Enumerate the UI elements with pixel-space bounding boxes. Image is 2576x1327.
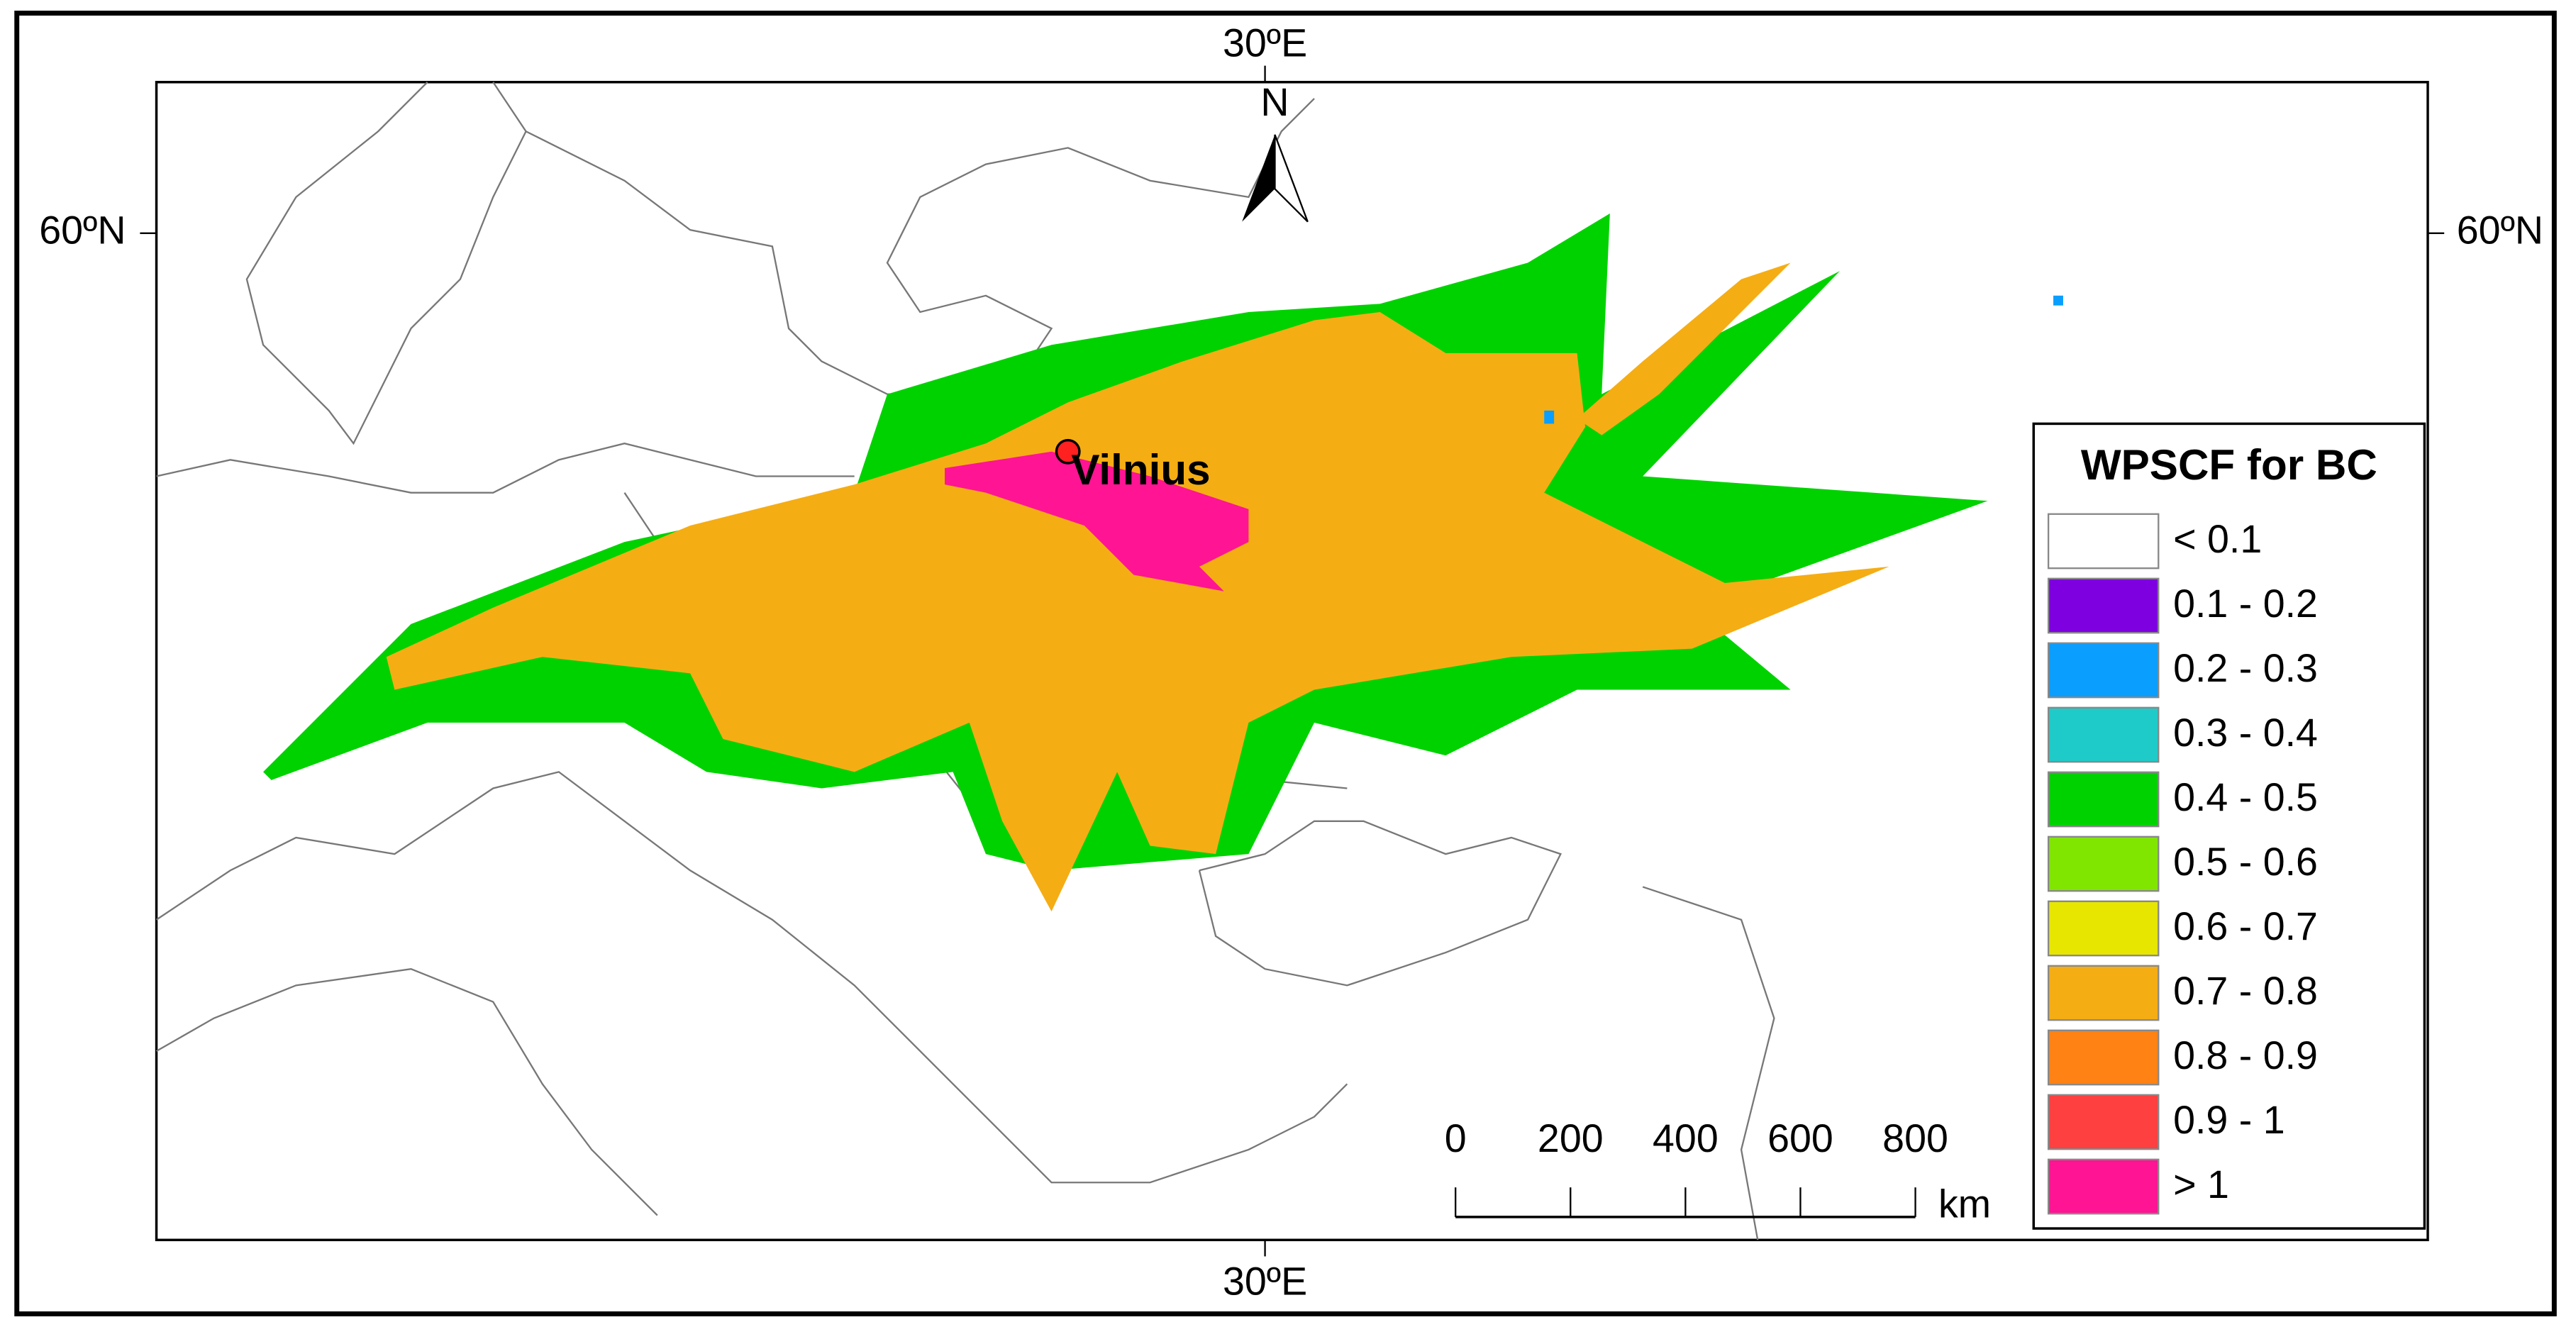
- north-arrow-head: [1274, 134, 1309, 223]
- coastline: [1642, 886, 1775, 1240]
- north-label: N: [1260, 80, 1289, 124]
- legend-label: 0.6 - 0.7: [2173, 904, 2318, 948]
- city-marker: [1055, 438, 1081, 465]
- legend-swatch: [2047, 771, 2160, 828]
- wpscf-region: [386, 311, 1889, 912]
- coastline: [155, 968, 658, 1216]
- legend-label: 0.2 - 0.3: [2173, 646, 2318, 690]
- legend-swatch: [2047, 965, 2160, 1021]
- legend-label: 0.7 - 0.8: [2173, 969, 2318, 1013]
- legend-swatch: [2047, 1094, 2160, 1150]
- legend-swatch: [2047, 577, 2160, 634]
- legend-swatch: [2047, 835, 2160, 892]
- legend: WPSCF for BC < 0.1 0.1 - 0.2 0.2 - 0.3 0.3 …: [2032, 422, 2426, 1230]
- scale-label: 0: [1445, 1116, 1467, 1160]
- coastline: [155, 771, 1348, 1184]
- coastline: [156, 443, 855, 494]
- legend-label: 0.9 - 1: [2173, 1098, 2285, 1142]
- wpscf-cell: [1544, 410, 1555, 424]
- scale-unit: km: [1938, 1182, 1991, 1226]
- wpscf-region: [1577, 262, 1791, 435]
- legend-title: WPSCF for BC: [2081, 441, 2377, 489]
- coastline: [526, 98, 1315, 395]
- latitude-label: 60ºN: [2457, 208, 2543, 252]
- legend-swatch: [2047, 642, 2160, 699]
- legend-label: > 1: [2173, 1162, 2229, 1206]
- legend-swatch: [2047, 706, 2160, 763]
- coastline: [1198, 820, 1562, 987]
- city-label: Vilnius: [1071, 446, 1210, 494]
- legend-label: 0.1 - 0.2: [2173, 582, 2318, 626]
- legend-swatch: [2047, 513, 2160, 570]
- scale-bar: 0 200 400 600 800 km: [1445, 1116, 1991, 1226]
- legend-label: 0.4 - 0.5: [2173, 775, 2318, 819]
- scale-label: 200: [1538, 1116, 1604, 1160]
- coastline: [245, 81, 527, 445]
- longitude-label: 30ºE: [1223, 21, 1307, 65]
- wpscf-cell: [2053, 295, 2063, 306]
- scale-label: 800: [1882, 1116, 1948, 1160]
- scale-label: 400: [1653, 1116, 1719, 1160]
- scale-label: 600: [1767, 1116, 1833, 1160]
- wpscf-grid: [263, 213, 2063, 912]
- legend-swatch: [2047, 1158, 2160, 1215]
- latitude-label: 60ºN: [39, 208, 126, 252]
- legend-label: 0.3 - 0.4: [2173, 711, 2318, 755]
- legend-swatch: [2047, 900, 2160, 957]
- legend-label: < 0.1: [2173, 517, 2262, 561]
- legend-swatch: [2047, 1029, 2160, 1086]
- legend-label: 0.5 - 0.6: [2173, 840, 2318, 884]
- legend-label: 0.8 - 0.9: [2173, 1033, 2318, 1077]
- wpscf-region: [945, 451, 1249, 592]
- longitude-label: 30ºE: [1223, 1259, 1307, 1303]
